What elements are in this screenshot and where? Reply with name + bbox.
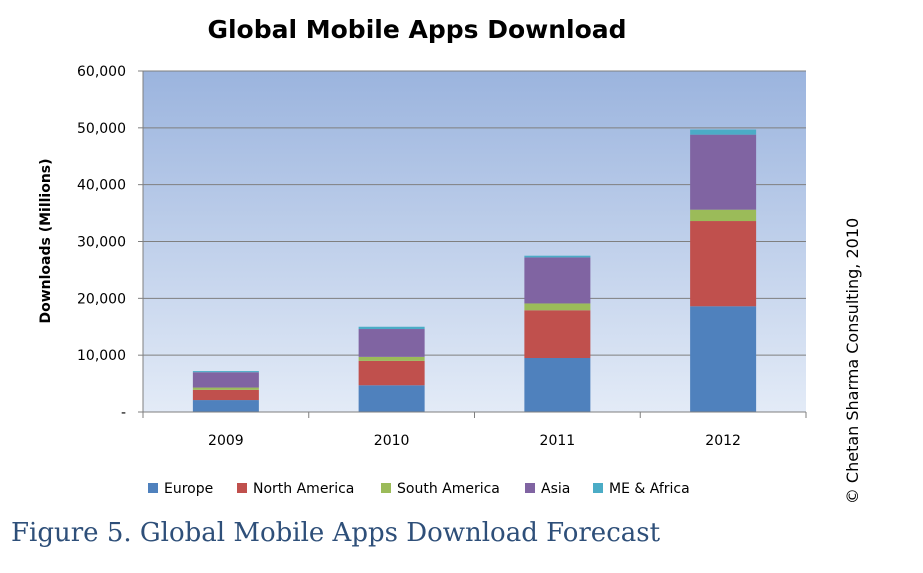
chart-title: Global Mobile Apps Download xyxy=(207,15,626,44)
y-tick-label: 20,000 xyxy=(77,291,126,307)
legend-swatch xyxy=(381,483,391,493)
bar-segment xyxy=(524,310,591,359)
bar-segment xyxy=(192,400,259,412)
legend-label: South America xyxy=(397,481,500,497)
bar-segment xyxy=(358,360,425,386)
x-tick-label: 2009 xyxy=(208,433,244,449)
legend-label: Europe xyxy=(164,481,213,497)
legend-label: ME & Africa xyxy=(609,481,690,497)
bar-segment xyxy=(192,389,259,401)
legend-swatch xyxy=(525,483,535,493)
y-tick-label: 50,000 xyxy=(77,121,126,137)
bar-segment xyxy=(524,257,591,304)
bar-segment xyxy=(524,255,591,258)
y-axis-title: Downloads (Millions) xyxy=(38,158,54,323)
y-tick-label: 60,000 xyxy=(77,64,126,80)
bar-segment xyxy=(690,306,757,412)
x-tick-label: 2010 xyxy=(374,433,410,449)
bar-segment xyxy=(358,326,425,330)
y-tick-label: 30,000 xyxy=(77,235,126,251)
bar-segment xyxy=(358,356,425,361)
x-tick-label: 2012 xyxy=(705,433,741,449)
gridlines xyxy=(143,70,806,356)
legend-label: North America xyxy=(253,481,354,497)
figure-caption: Figure 5. Global Mobile Apps Download Fo… xyxy=(11,518,661,548)
y-tick-label: 40,000 xyxy=(77,178,126,194)
legend-swatch xyxy=(593,483,603,493)
bar-segment xyxy=(690,221,757,307)
bar-segment xyxy=(358,329,425,357)
legend: Europe North America South America Asia ME &… xyxy=(148,481,690,497)
bar-segment xyxy=(192,387,259,390)
legend-swatch xyxy=(148,483,158,493)
bar-segment xyxy=(192,372,259,388)
bar-segment xyxy=(524,358,591,412)
bar-segment xyxy=(358,385,425,412)
bar-segment xyxy=(192,371,259,373)
legend-swatch xyxy=(237,483,247,493)
bar-segment xyxy=(690,209,757,222)
axes: - 10,000 20,000 30,000 40,000 50,000 60,000 200… xyxy=(77,64,807,449)
bar-segment xyxy=(690,134,757,210)
bar-segment xyxy=(524,303,591,311)
legend-label: Asia xyxy=(541,481,570,497)
bars xyxy=(192,129,757,412)
y-tick-label: - xyxy=(121,405,126,421)
y-tick-label: 10,000 xyxy=(77,348,126,364)
bar-segment xyxy=(690,129,757,135)
copyright-notice: © Chetan Sharma Consulting, 2010 xyxy=(843,218,862,504)
x-tick-label: 2011 xyxy=(540,433,576,449)
